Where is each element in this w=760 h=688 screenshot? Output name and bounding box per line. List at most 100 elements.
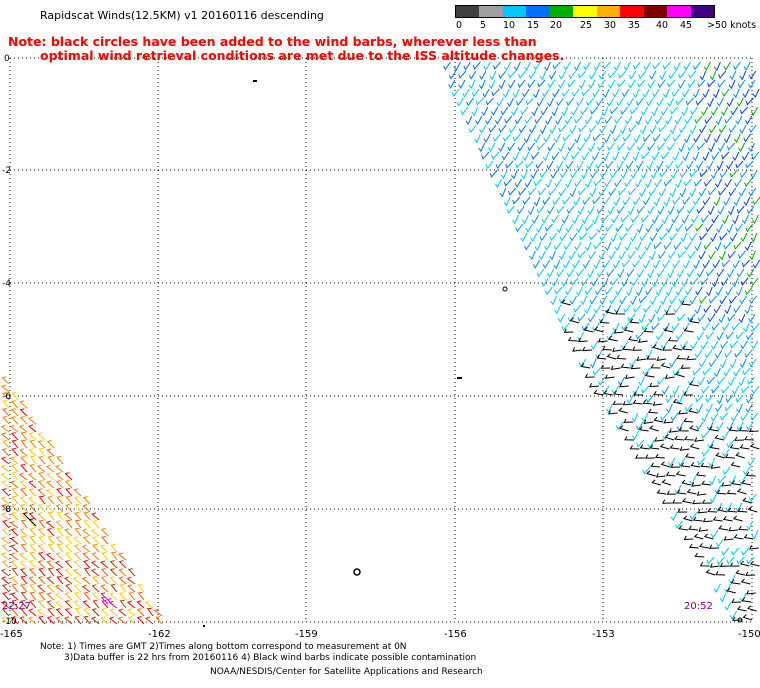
- wind-barb: [729, 70, 737, 81]
- wind-barb: [693, 61, 701, 71]
- wind-barb: [626, 286, 633, 297]
- wind-barb: [736, 205, 745, 214]
- wind-barb: [615, 310, 625, 315]
- wind-barb: [717, 142, 726, 152]
- wind-barb: [656, 268, 665, 278]
- wind-barb: [635, 331, 644, 340]
- wind-barb: [596, 97, 604, 107]
- wind-barb: [28, 448, 37, 457]
- wind-barb: [716, 97, 724, 107]
- wind-barb: [56, 495, 64, 505]
- wind-barb: [64, 568, 73, 577]
- wind-barb: [624, 178, 632, 188]
- legend-label: 0: [456, 20, 463, 31]
- wind-barb: [109, 576, 118, 585]
- wind-barb: [686, 160, 694, 170]
- wind-barb: [512, 196, 521, 205]
- wind-barb: [0, 472, 10, 481]
- wind-barb: [657, 313, 666, 322]
- wind-barb: [640, 169, 648, 180]
- wind-barb: [630, 232, 638, 242]
- wind-barb: [710, 232, 718, 242]
- wind-barb: [570, 169, 578, 179]
- wind-barb: [577, 142, 586, 152]
- wind-barb: [566, 268, 575, 278]
- wind-barb: [600, 364, 611, 369]
- wind-barb: [47, 511, 55, 521]
- wind-barb: [82, 600, 91, 609]
- wind-barb: [661, 499, 672, 504]
- wind-barb: [535, 160, 544, 170]
- wind-barb: [736, 421, 744, 431]
- wind-barb: [556, 205, 565, 214]
- wind-barb: [578, 358, 587, 368]
- wind-barb: [530, 232, 538, 242]
- wind-barb: [0, 464, 10, 473]
- longitude-label: -165: [0, 629, 23, 640]
- wind-barb: [73, 552, 82, 561]
- wind-barb: [642, 88, 650, 99]
- wind-barb: [620, 214, 629, 223]
- wind-barb: [732, 515, 743, 522]
- wind-barb: [739, 358, 747, 369]
- wind-barb: [710, 412, 719, 422]
- wind-barb: [707, 439, 715, 449]
- wind-barb: [503, 178, 512, 187]
- wind-barb: [100, 592, 109, 601]
- wind-barb: [496, 97, 504, 107]
- wind-barb: [715, 452, 725, 459]
- wind-barb: [29, 591, 37, 601]
- wind-barb: [743, 196, 751, 207]
- wind-barb: [91, 536, 100, 545]
- wind-barb: [11, 464, 19, 473]
- wind-barb: [741, 479, 752, 486]
- wind-barb: [709, 493, 717, 504]
- wind-barb: [556, 268, 565, 278]
- wind-barb: [0, 456, 10, 465]
- wind-barb: [744, 304, 752, 315]
- wind-barb: [727, 507, 738, 513]
- wind-barb: [83, 591, 91, 601]
- wind-barb: [669, 232, 678, 242]
- wind-barb: [682, 259, 691, 270]
- wind-barb: [589, 187, 597, 198]
- wind-barb: [689, 443, 700, 450]
- wind-barb: [694, 241, 702, 252]
- wind-barb: [606, 97, 614, 107]
- wind-barb: [698, 187, 707, 197]
- wind-barb: [608, 79, 616, 89]
- wind-barb: [654, 304, 662, 315]
- wind-barb: [563, 61, 571, 71]
- wind-barb: [28, 480, 37, 489]
- wind-barb: [739, 124, 747, 134]
- wind-barb: [745, 160, 754, 169]
- wind-barb: [630, 106, 639, 115]
- legend-swatch: [690, 6, 714, 17]
- wind-barb: [38, 535, 46, 545]
- wind-barb: [742, 614, 753, 621]
- wind-barb: [638, 426, 649, 432]
- wind-barb: [678, 525, 689, 531]
- wind-barb: [603, 133, 611, 144]
- wind-barb: [736, 268, 745, 278]
- wind-barb: [556, 97, 564, 107]
- wind-barb: [624, 374, 635, 380]
- wind-barb: [475, 97, 484, 106]
- wind-barb: [659, 70, 667, 81]
- wind-barb: [745, 97, 754, 106]
- wind-barb: [699, 232, 708, 241]
- wind-barb: [750, 106, 759, 116]
- wind-barb: [665, 310, 675, 315]
- wind-barb: [748, 142, 756, 153]
- wind-barb: [697, 508, 708, 514]
- wind-barb: [655, 473, 666, 478]
- wind-barb: [37, 528, 46, 537]
- wind-barb: [726, 439, 735, 449]
- latitude-label: -8: [2, 505, 11, 515]
- wind-barb: [618, 70, 627, 79]
- wind-barb: [11, 447, 19, 457]
- wind-barb: [746, 556, 755, 565]
- wind-barb: [610, 169, 618, 179]
- wind-barb: [670, 169, 678, 180]
- wind-barb: [684, 453, 695, 459]
